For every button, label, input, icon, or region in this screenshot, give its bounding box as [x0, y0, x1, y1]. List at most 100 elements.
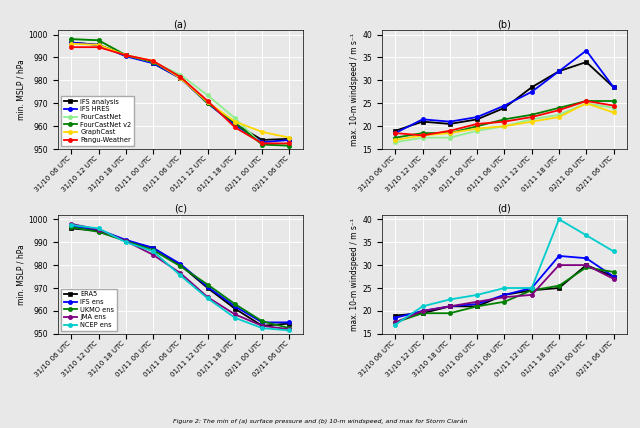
IFS ens [474, 301, 481, 306]
IFS ens [231, 304, 239, 309]
IFS analysis [392, 128, 399, 134]
Pangu-Weather [474, 122, 481, 127]
ERA5 [610, 274, 618, 279]
FourCastNet v2 [582, 98, 590, 104]
IFS analysis [67, 40, 75, 45]
ERA5 [177, 262, 184, 268]
IFS analysis [474, 117, 481, 122]
IFS HRES [149, 61, 157, 66]
NCEP ens [582, 233, 590, 238]
GraphCast [149, 58, 157, 63]
FourCastNet [95, 38, 102, 43]
GraphCast [231, 119, 239, 124]
NCEP ens [392, 322, 399, 327]
FourCastNet v2 [474, 124, 481, 129]
IFS ens [204, 284, 211, 289]
ERA5 [582, 262, 590, 268]
Pangu-Weather [419, 133, 426, 138]
IFS analysis [582, 59, 590, 65]
GraphCast [95, 42, 102, 48]
ERA5 [231, 306, 239, 311]
NCEP ens [122, 240, 130, 245]
IFS ens [95, 227, 102, 232]
GraphCast [528, 119, 536, 124]
IFS HRES [610, 85, 618, 90]
IFS HRES [419, 117, 426, 122]
FourCastNet [582, 101, 590, 106]
NCEP ens [259, 326, 266, 331]
FourCastNet [231, 116, 239, 121]
IFS ens [500, 292, 508, 297]
Line: ERA5: ERA5 [393, 263, 616, 318]
Line: Pangu-Weather: Pangu-Weather [393, 99, 616, 137]
FourCastNet v2 [500, 117, 508, 122]
IFS analysis [419, 119, 426, 124]
FourCastNet v2 [259, 142, 266, 147]
UKMO ens [95, 229, 102, 235]
GraphCast [474, 126, 481, 131]
IFS HRES [285, 137, 293, 143]
FourCastNet [555, 112, 563, 117]
IFS HRES [95, 42, 102, 48]
ERA5 [392, 313, 399, 318]
UKMO ens [204, 282, 211, 287]
Line: Pangu-Weather: Pangu-Weather [69, 45, 292, 146]
Line: FourCastNet: FourCastNet [69, 37, 292, 148]
NCEP ens [149, 249, 157, 254]
FourCastNet [474, 128, 481, 134]
IFS HRES [500, 103, 508, 108]
FourCastNet v2 [446, 131, 454, 136]
UKMO ens [500, 299, 508, 304]
Title: (a): (a) [173, 19, 187, 29]
IFS HRES [446, 119, 454, 124]
NCEP ens [419, 304, 426, 309]
IFS ens [149, 245, 157, 250]
ERA5 [122, 238, 130, 244]
JMA ens [392, 320, 399, 325]
ERA5 [285, 321, 293, 326]
JMA ens [177, 270, 184, 276]
NCEP ens [474, 292, 481, 297]
GraphCast [555, 114, 563, 119]
GraphCast [500, 124, 508, 129]
IFS ens [610, 274, 618, 279]
ERA5 [95, 228, 102, 233]
NCEP ens [500, 285, 508, 291]
IFS HRES [204, 101, 211, 106]
ERA5 [500, 292, 508, 297]
IFS analysis [500, 105, 508, 110]
JMA ens [528, 292, 536, 297]
IFS HRES [392, 131, 399, 136]
IFS ens [285, 320, 293, 325]
UKMO ens [446, 311, 454, 316]
GraphCast [285, 135, 293, 140]
GraphCast [177, 75, 184, 80]
ERA5 [446, 304, 454, 309]
GraphCast [259, 129, 266, 134]
UKMO ens [122, 238, 130, 244]
Line: IFS analysis: IFS analysis [393, 60, 616, 133]
UKMO ens [582, 265, 590, 270]
IFS analysis [285, 136, 293, 141]
NCEP ens [528, 285, 536, 291]
Line: FourCastNet v2: FourCastNet v2 [69, 37, 292, 148]
IFS HRES [122, 54, 130, 59]
ERA5 [528, 288, 536, 293]
JMA ens [95, 227, 102, 232]
Line: NCEP ens: NCEP ens [69, 223, 292, 333]
Pangu-Weather [122, 53, 130, 58]
Pangu-Weather [392, 131, 399, 136]
JMA ens [204, 294, 211, 300]
IFS ens [122, 237, 130, 242]
IFS analysis [149, 61, 157, 66]
IFS analysis [122, 53, 130, 58]
UKMO ens [474, 304, 481, 309]
Line: IFS ens: IFS ens [69, 224, 292, 324]
Legend: ERA5, IFS ens, UKMO ens, JMA ens, NCEP ens: ERA5, IFS ens, UKMO ens, JMA ens, NCEP e… [61, 288, 117, 330]
IFS analysis [95, 42, 102, 48]
NCEP ens [446, 297, 454, 302]
Pangu-Weather [610, 103, 618, 108]
Line: IFS HRES: IFS HRES [69, 41, 292, 144]
UKMO ens [285, 326, 293, 331]
NCEP ens [555, 217, 563, 222]
